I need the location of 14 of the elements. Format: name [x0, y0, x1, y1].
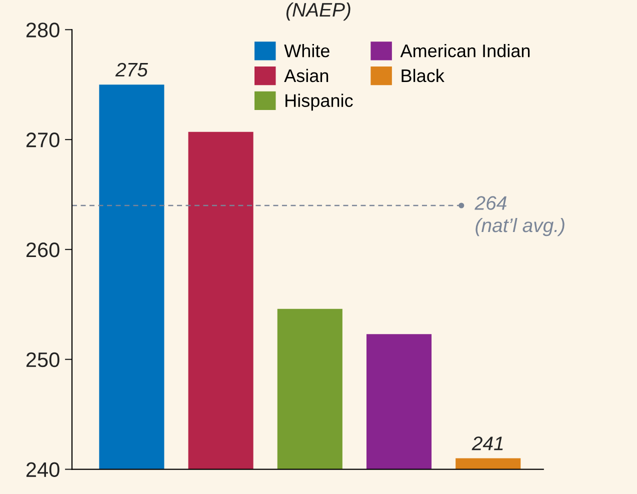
y-tick-label: 240: [26, 462, 60, 478]
y-tick-label: 280: [26, 22, 60, 38]
legend-label: American Indian: [400, 44, 530, 58]
chart-title: (NAEP): [286, 2, 350, 21]
ref-line-label: 264 (nat’l avg.): [474, 196, 564, 236]
legend-label: Hispanic: [286, 94, 353, 111]
legend-label: Asian: [284, 68, 328, 82]
legend-label: White: [284, 44, 330, 58]
legend-label: Black: [402, 68, 444, 82]
y-tick-label: 260: [26, 242, 60, 258]
y-tick-label: 270: [26, 132, 60, 148]
data-label: 275: [115, 62, 148, 77]
y-tick-label: 250: [26, 352, 60, 368]
data-label: 241: [472, 436, 503, 450]
